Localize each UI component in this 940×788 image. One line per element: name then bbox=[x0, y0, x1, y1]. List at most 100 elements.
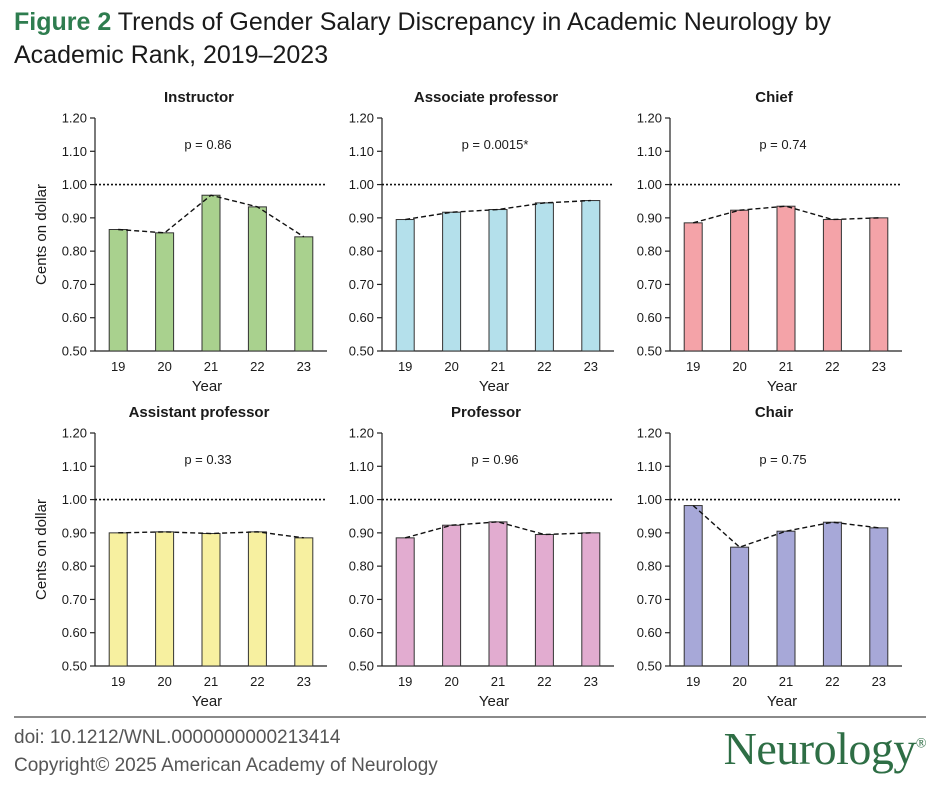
x-tick-label: 19 bbox=[111, 359, 125, 374]
bar-20 bbox=[442, 524, 462, 667]
trend-line bbox=[118, 531, 304, 539]
bar-21 bbox=[776, 530, 796, 667]
bar-23 bbox=[294, 236, 314, 352]
y-axis-label: Cents on dollar bbox=[33, 184, 50, 285]
y-tick-label: 0.50 bbox=[62, 659, 87, 674]
bar-20 bbox=[442, 211, 462, 352]
y-tick-label: 1.00 bbox=[62, 177, 87, 192]
y-tick-label: 0.60 bbox=[62, 310, 87, 325]
y-tick-label: 1.10 bbox=[349, 144, 374, 159]
y-tick-label: 1.10 bbox=[62, 459, 87, 474]
trend-line bbox=[692, 505, 879, 548]
bar-20 bbox=[155, 531, 175, 667]
bar-23 bbox=[581, 532, 601, 667]
p-value-annotation: p = 0.74 bbox=[759, 137, 806, 152]
y-tick-label: 0.90 bbox=[62, 525, 87, 540]
panel-title: Chief bbox=[755, 89, 794, 106]
y-tick-label: 1.20 bbox=[637, 426, 662, 441]
p-value-annotation: p = 0.75 bbox=[759, 452, 806, 467]
copyright-text: Copyright© 2025 American Academy of Neur… bbox=[14, 755, 438, 776]
x-axis-label: Year bbox=[479, 378, 509, 395]
bar-20 bbox=[730, 209, 750, 352]
x-axis-label: Year bbox=[192, 693, 222, 710]
y-tick-label: 0.50 bbox=[349, 659, 374, 674]
x-tick-label: 19 bbox=[686, 674, 700, 689]
x-axis-label: Year bbox=[479, 693, 509, 710]
y-tick-label: 0.70 bbox=[637, 277, 662, 292]
bar-21 bbox=[488, 521, 508, 667]
y-tick-label: 0.60 bbox=[349, 625, 374, 640]
bar-19 bbox=[108, 229, 128, 352]
x-tick-label: 22 bbox=[825, 674, 839, 689]
bar-22 bbox=[534, 202, 554, 352]
x-tick-label: 22 bbox=[537, 359, 551, 374]
p-value-annotation: p = 0.96 bbox=[471, 452, 518, 467]
y-tick-label: 0.80 bbox=[62, 244, 87, 259]
y-tick-label: 1.00 bbox=[637, 177, 662, 192]
bar-21 bbox=[488, 209, 508, 352]
y-tick-label: 1.00 bbox=[349, 492, 374, 507]
figure-label: Figure 2 bbox=[14, 8, 112, 36]
y-tick-label: 0.60 bbox=[62, 625, 87, 640]
x-tick-label: 20 bbox=[444, 359, 458, 374]
trend-line bbox=[405, 199, 591, 221]
x-tick-label: 20 bbox=[157, 674, 171, 689]
x-tick-label: 21 bbox=[779, 359, 793, 374]
y-tick-label: 1.00 bbox=[62, 492, 87, 507]
x-tick-label: 23 bbox=[872, 359, 886, 374]
bar-23 bbox=[869, 527, 889, 667]
y-tick-label: 0.90 bbox=[62, 210, 87, 225]
y-tick-label: 1.00 bbox=[637, 492, 662, 507]
bar-21 bbox=[201, 194, 221, 352]
doi-text: doi: 10.1212/WNL.0000000000213414 bbox=[14, 727, 341, 748]
x-axis-label: Year bbox=[192, 378, 222, 395]
x-tick-label: 23 bbox=[584, 359, 598, 374]
panel-title: Professor bbox=[451, 404, 521, 421]
bar-23 bbox=[581, 200, 601, 352]
y-tick-label: 0.50 bbox=[62, 344, 87, 359]
panel-title: Instructor bbox=[164, 89, 234, 106]
panel-title: Associate professor bbox=[414, 89, 558, 106]
y-tick-label: 0.70 bbox=[637, 592, 662, 607]
x-tick-label: 23 bbox=[872, 674, 886, 689]
x-tick-label: 20 bbox=[732, 359, 746, 374]
y-tick-label: 0.50 bbox=[349, 344, 374, 359]
x-axis-label: Year bbox=[767, 378, 797, 395]
y-tick-label: 1.00 bbox=[349, 177, 374, 192]
y-tick-label: 0.90 bbox=[349, 210, 374, 225]
x-tick-label: 20 bbox=[157, 359, 171, 374]
y-tick-label: 0.90 bbox=[349, 525, 374, 540]
x-tick-label: 22 bbox=[250, 674, 264, 689]
x-tick-label: 22 bbox=[250, 359, 264, 374]
y-tick-label: 1.10 bbox=[62, 144, 87, 159]
neurology-logo-text: Neurology bbox=[723, 723, 917, 774]
neurology-logo: Neurology® bbox=[723, 722, 927, 775]
y-tick-label: 1.10 bbox=[349, 459, 374, 474]
p-value-annotation: p = 0.33 bbox=[184, 452, 231, 467]
y-tick-label: 1.10 bbox=[637, 144, 662, 159]
y-tick-label: 0.70 bbox=[349, 592, 374, 607]
y-tick-label: 1.10 bbox=[637, 459, 662, 474]
x-tick-label: 21 bbox=[779, 674, 793, 689]
bar-23 bbox=[294, 537, 314, 667]
x-tick-label: 21 bbox=[204, 359, 218, 374]
bar-21 bbox=[776, 205, 796, 352]
registered-mark: ® bbox=[915, 736, 927, 752]
trend-line bbox=[118, 194, 305, 238]
p-value-annotation: p = 0.86 bbox=[184, 137, 231, 152]
bar-22 bbox=[822, 219, 842, 352]
trend-line bbox=[405, 521, 591, 539]
y-tick-label: 0.80 bbox=[349, 244, 374, 259]
panel-title: Assistant professor bbox=[129, 404, 270, 421]
x-tick-label: 23 bbox=[584, 674, 598, 689]
x-tick-label: 21 bbox=[491, 674, 505, 689]
x-tick-label: 19 bbox=[686, 359, 700, 374]
y-tick-label: 0.60 bbox=[349, 310, 374, 325]
y-tick-label: 1.20 bbox=[62, 426, 87, 441]
y-tick-label: 0.50 bbox=[637, 344, 662, 359]
x-tick-label: 23 bbox=[297, 674, 311, 689]
bar-22 bbox=[534, 534, 554, 667]
y-tick-label: 0.70 bbox=[349, 277, 374, 292]
bar-19 bbox=[108, 532, 128, 667]
bar-22 bbox=[247, 206, 267, 352]
